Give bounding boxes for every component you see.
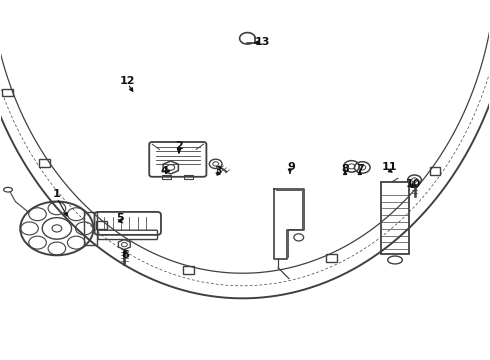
- Text: 2: 2: [175, 141, 183, 151]
- Bar: [162, 175, 171, 179]
- Bar: [381, 182, 409, 253]
- Bar: [184, 175, 193, 179]
- Text: 7: 7: [356, 164, 364, 174]
- Text: 13: 13: [254, 37, 270, 47]
- Text: 12: 12: [120, 76, 135, 86]
- Text: 6: 6: [122, 250, 129, 260]
- Text: 3: 3: [214, 166, 222, 176]
- Text: 10: 10: [406, 179, 421, 189]
- Text: 11: 11: [381, 162, 397, 172]
- Text: 8: 8: [342, 164, 349, 174]
- Text: 1: 1: [53, 189, 61, 199]
- Text: 5: 5: [117, 213, 124, 222]
- Bar: [84, 212, 98, 244]
- Text: 9: 9: [288, 162, 295, 172]
- Text: 4: 4: [160, 166, 169, 176]
